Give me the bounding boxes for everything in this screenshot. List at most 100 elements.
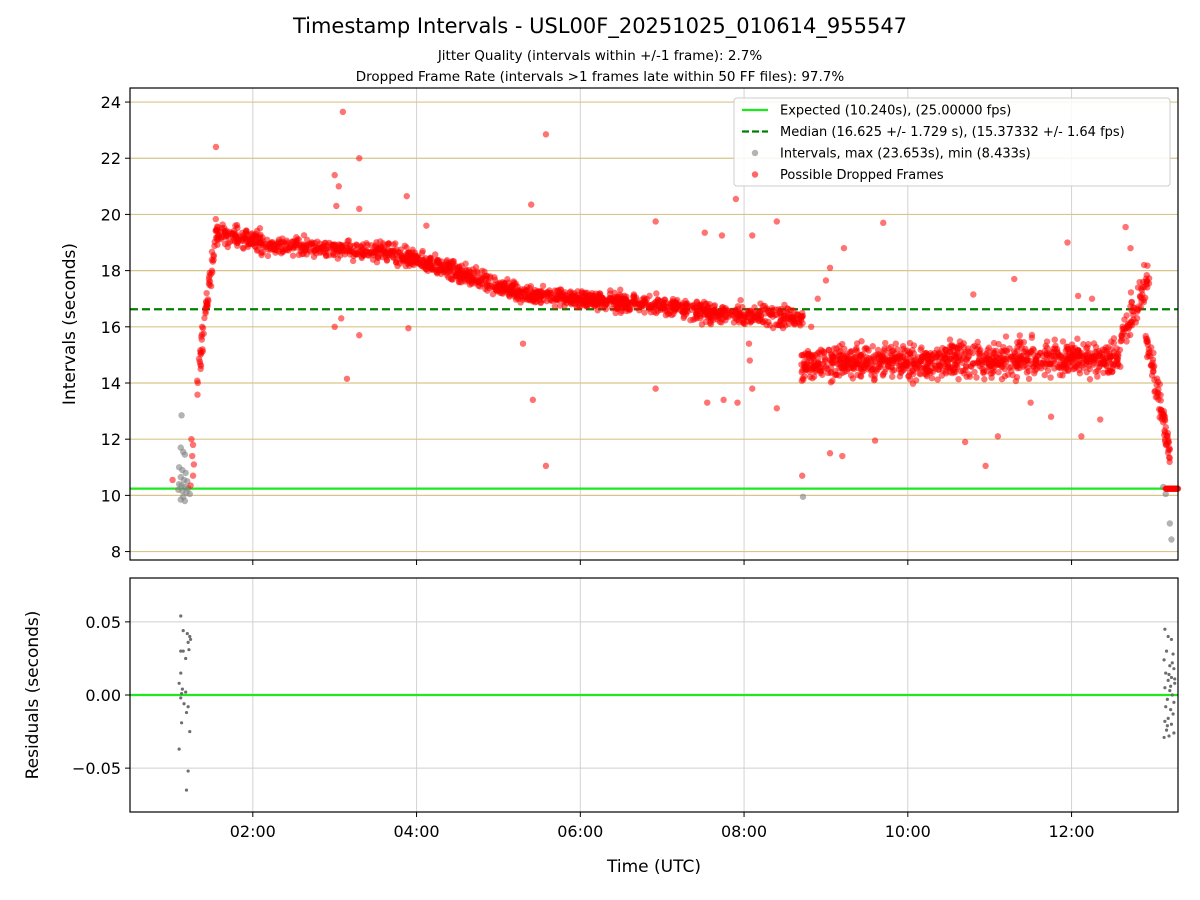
dropped-frame-point: [542, 462, 550, 470]
dropped-frame-point: [1033, 356, 1040, 363]
residual-point: [1164, 671, 1168, 675]
dropped-frame-point: [1166, 446, 1173, 453]
dropped-frame-point: [1143, 338, 1150, 345]
dropped-frame-point: [1045, 350, 1052, 357]
dropped-frame-point: [390, 241, 397, 248]
dropped-frame-point: [1164, 429, 1172, 437]
dropped-frame-point: [706, 300, 713, 308]
dropped-frame-point: [368, 242, 375, 249]
chart-subtitle-jitter: Jitter Quality (intervals within +/-1 fr…: [437, 48, 763, 64]
residual-point: [187, 648, 191, 652]
dropped-frame-point: [920, 353, 927, 361]
dropped-frame-point: [455, 263, 463, 270]
dropped-frame-point: [857, 366, 865, 373]
dropped-frame-point: [1070, 365, 1077, 373]
residual-point: [179, 671, 183, 675]
dropped-frame-point: [1127, 289, 1135, 296]
dropped-frame-point: [903, 361, 910, 369]
dropped-frame-point: [610, 301, 618, 308]
dropped-frame-point: [1106, 350, 1113, 358]
dropped-frame-point: [385, 251, 392, 259]
residual-point: [184, 690, 188, 694]
residual-point: [184, 710, 189, 715]
interval-point: [1166, 520, 1174, 527]
dropped-frame-point: [947, 356, 955, 363]
dropped-frame-point: [1043, 338, 1051, 345]
residual-point: [179, 614, 183, 618]
dropped-frame-point: [187, 482, 194, 489]
dropped-frame-point: [551, 303, 559, 310]
y-tick-label: −0.05: [72, 759, 121, 778]
dropped-frame-point: [1149, 359, 1156, 366]
legend-label: Expected (10.240s), (25.00000 fps): [780, 104, 1011, 119]
y-tick-label: 18: [101, 262, 121, 281]
dropped-frame-point: [617, 286, 624, 293]
dropped-frame-point: [989, 360, 996, 368]
dropped-frame-point: [732, 314, 740, 321]
dropped-frame-point: [734, 399, 741, 406]
dropped-frame-point: [599, 298, 606, 306]
dropped-frame-point: [825, 346, 833, 354]
dropped-frame-point: [745, 340, 753, 347]
dropped-frame-point: [229, 229, 237, 237]
dropped-frame-point: [628, 299, 636, 306]
dropped-frame-point: [751, 304, 758, 311]
dropped-frame-point: [279, 248, 287, 256]
residuals-plot: 0.05 0.00 −0.05 02:00 04:00 06:00 08:00 10:00 12…: [23, 577, 1179, 877]
dropped-frame-point: [213, 227, 221, 235]
dropped-frame-point: [1021, 362, 1029, 369]
dropped-frame-point: [1100, 357, 1107, 365]
dropped-frame-point: [885, 349, 893, 356]
dropped-frame-point: [205, 297, 212, 305]
dropped-frame-point: [1094, 367, 1101, 375]
residual-point: [1164, 705, 1168, 709]
dropped-frame-point: [666, 309, 673, 317]
dropped-frame-point: [827, 368, 835, 376]
dropped-frame-point: [882, 339, 889, 347]
dropped-frame-point: [203, 289, 210, 297]
dropped-frame-point: [814, 350, 821, 357]
dropped-frame-point: [1041, 360, 1049, 367]
dropped-frame-point: [479, 267, 486, 275]
dropped-frame-point: [1127, 244, 1134, 252]
residual-point: [184, 656, 188, 661]
residual-point: [188, 637, 193, 642]
residual-point: [1169, 675, 1174, 680]
residual-point: [1172, 731, 1176, 735]
residual-point: [179, 696, 183, 700]
dropped-frame-point: [294, 236, 301, 243]
residual-point: [1169, 637, 1174, 642]
dropped-frame-point: [1165, 439, 1172, 446]
dropped-frame-point: [335, 245, 343, 253]
dropped-frame-point: [1029, 345, 1037, 353]
dropped-frame-point: [1090, 340, 1098, 347]
dropped-frame-point: [879, 357, 886, 364]
dropped-frame-point: [359, 245, 366, 252]
y-axis-label: Residuals (seconds): [23, 611, 43, 780]
dropped-frame-point: [946, 348, 954, 355]
dropped-frame-point: [207, 282, 215, 290]
dropped-frame-point: [453, 270, 460, 277]
dropped-frame-point: [258, 251, 265, 259]
dropped-frame-point: [977, 346, 984, 354]
dropped-frame-point: [1109, 365, 1116, 372]
dropped-frame-point: [409, 253, 417, 260]
x-axis-label: Time (UTC): [606, 857, 701, 877]
dropped-frame-point: [437, 270, 445, 278]
residual-point: [177, 747, 181, 751]
dropped-frame-point: [892, 340, 899, 347]
dropped-frame-point: [847, 372, 855, 379]
dropped-frame-point: [897, 369, 905, 377]
residual-point: [1166, 678, 1170, 682]
dropped-frame-point: [1145, 346, 1153, 353]
dropped-frame-point: [798, 313, 805, 321]
dropped-frame-point: [708, 307, 716, 315]
dropped-frame-point: [189, 452, 196, 460]
dropped-frame-point: [1121, 316, 1128, 323]
dropped-frame-point: [646, 292, 653, 300]
dropped-frame-point: [561, 289, 569, 296]
dropped-frame-point: [1107, 338, 1115, 345]
dropped-frame-point: [776, 322, 784, 329]
dropped-frame-point: [245, 240, 253, 247]
dropped-frame-point: [195, 355, 203, 363]
